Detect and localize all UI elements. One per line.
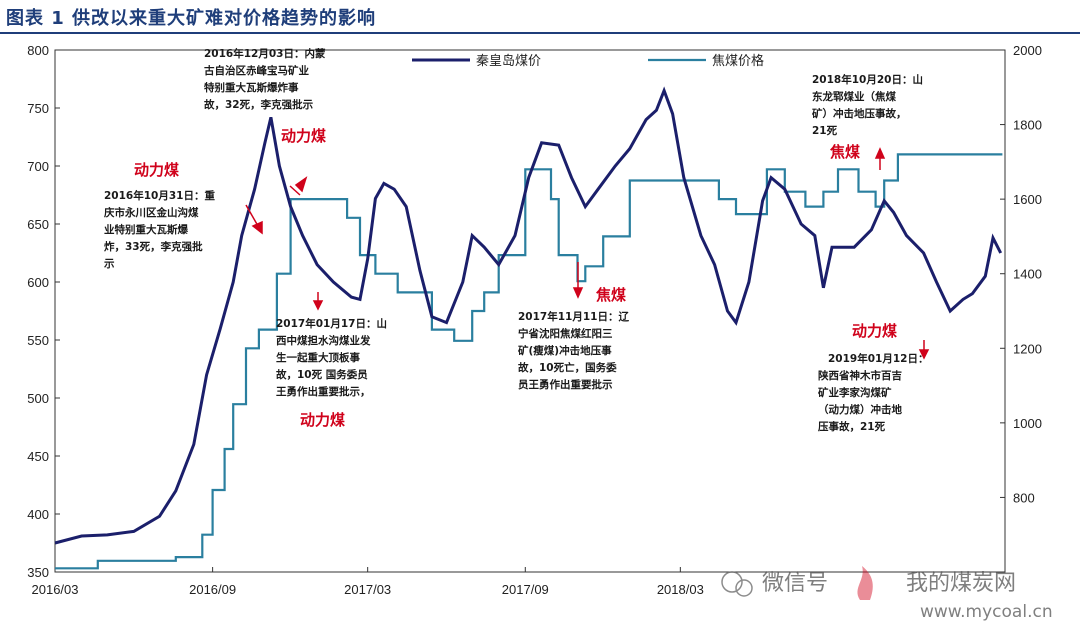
annotation-line: 2019年01月12日： <box>828 352 928 365</box>
x-axis-tick-label: 2017/03 <box>344 582 391 597</box>
coal-type-label: 动力煤 <box>852 322 897 340</box>
annotation-line: 21死 <box>812 125 838 137</box>
left-axis-tick-label: 800 <box>27 43 49 58</box>
arrow-head <box>572 287 584 299</box>
annotation-line: 故，32死，李克强批示 <box>204 98 314 111</box>
annotation-2017-11-11: 2017年11月11日：辽 宁省沈阳焦煤红阳三 矿(瘦煤)冲击地压事 故，10死… <box>518 310 629 391</box>
wechat-icon-small <box>735 579 753 597</box>
annotation-line: 古自治区赤峰宝马矿业 <box>204 64 309 77</box>
annotation-2019-01-12: 2019年01月12日： 陕西省神木市百吉 矿业李家沟煤矿 （动力煤）冲击地 压… <box>818 352 928 433</box>
coal-type-label: 动力煤 <box>281 127 326 145</box>
legend-label-qinhuangdao: 秦皇岛煤价 <box>476 53 541 69</box>
series-line-coking-coal <box>55 153 1003 570</box>
annotation-arrows <box>245 147 930 360</box>
annotation-line: 2016年10月31日：重 <box>104 189 215 202</box>
arrow-head <box>874 147 886 159</box>
annotation-line: 压事故，21死 <box>818 420 886 433</box>
right-axis: 800 1000 1200 1400 1600 1800 2000 <box>1000 43 1042 505</box>
annotation-line: 示 <box>104 258 115 270</box>
plot-frame <box>54 49 1006 573</box>
annotation-line: 庆市永川区金山沟煤 <box>103 206 199 219</box>
left-axis: 350 400 450 500 550 600 650 700 750 800 <box>27 43 60 580</box>
annotation-line: 王勇作出重要批示， <box>276 385 371 398</box>
flame-logo-icon <box>857 566 873 600</box>
annotation-line: 2017年11月11日：辽 <box>518 310 629 323</box>
figure-header: 图表 1 供改以来重大矿难对价格趋势的影响 <box>0 0 1080 34</box>
left-axis-tick-label: 650 <box>27 217 49 232</box>
left-axis-tick-label: 600 <box>27 275 49 290</box>
annotation-line: 生一起重大顶板事 <box>276 351 360 364</box>
annotation-line: 矿业李家沟煤矿 <box>818 386 892 399</box>
annotation-line: 西中煤担水沟煤业发 <box>276 334 371 347</box>
left-axis-tick-label: 550 <box>27 333 49 348</box>
right-axis-tick-label: 1200 <box>1013 341 1042 356</box>
watermark-wechat-text: 微信号 <box>762 571 828 596</box>
right-axis-tick-label: 800 <box>1013 490 1035 505</box>
coal-type-label: 焦煤 <box>595 286 626 304</box>
annotation-2018-10-20: 2018年10月20日：山 东龙郓煤业（焦煤 矿）冲击地压事故， 21死 <box>812 73 923 137</box>
annotation-line: 员王勇作出重要批示 <box>518 378 613 391</box>
right-axis-tick-label: 1400 <box>1013 267 1042 282</box>
left-axis-tick-label: 350 <box>27 565 49 580</box>
left-axis-tick-label: 500 <box>27 391 49 406</box>
annotation-line: 故，10死亡，国务委 <box>518 361 617 374</box>
right-axis-tick-label: 2000 <box>1013 43 1042 58</box>
arrow-head <box>312 300 324 311</box>
coal-type-label: 动力煤 <box>134 161 179 179</box>
annotation-line: 故，10死 国务委员 <box>276 368 368 381</box>
left-axis-tick-label: 400 <box>27 507 49 522</box>
annotation-line: 炸，33死，李克强批 <box>104 240 203 253</box>
arrow-head <box>294 176 308 193</box>
x-axis-tick-label: 2017/09 <box>502 582 549 597</box>
annotation-line: 2018年10月20日：山 <box>812 73 923 86</box>
x-axis-tick-label: 2016/03 <box>32 582 79 597</box>
wechat-icon <box>721 571 743 593</box>
series-line-qinhuangdao <box>54 86 1003 545</box>
right-axis-tick-label: 1000 <box>1013 416 1042 431</box>
left-axis-tick-label: 700 <box>27 159 49 174</box>
right-axis-tick-label: 1800 <box>1013 118 1042 133</box>
annotation-2017-01-17: 2017年01月17日：山 西中煤担水沟煤业发 生一起重大顶板事 故，10死 国… <box>276 317 387 398</box>
right-axis-tick-label: 1600 <box>1013 192 1042 207</box>
arrow-head <box>251 220 263 235</box>
annotation-line: 特别重大瓦斯爆炸事 <box>204 81 299 94</box>
left-axis-tick-label: 750 <box>27 101 49 116</box>
arrow-line <box>245 204 259 227</box>
watermark-brand: 我的煤炭网 <box>906 571 1016 596</box>
annotation-line: 东龙郓煤业（焦煤 <box>812 90 896 103</box>
annotation-line: 宁省沈阳焦煤红阳三 <box>518 327 613 340</box>
legend: 秦皇岛煤价 焦煤价格 <box>412 53 764 69</box>
left-axis-tick-label: 450 <box>27 449 49 464</box>
watermark: 微信号 我的煤炭网 www.mycoal.cn <box>721 566 1053 622</box>
annotation-line: （动力煤）冲击地 <box>818 403 902 416</box>
legend-label-coking-coal: 焦煤价格 <box>712 53 764 69</box>
annotation-line: 矿(瘦煤)冲击地压事 <box>518 344 612 357</box>
coal-type-label: 焦煤 <box>829 143 860 161</box>
arrow-line <box>289 185 301 196</box>
annotation-line: 2016年12月03日：内蒙 <box>204 47 326 60</box>
watermark-url: www.mycoal.cn <box>920 602 1053 622</box>
annotation-2016-10-31: 2016年10月31日：重 庆市永川区金山沟煤 业特别重大瓦斯爆 炸，33死，李… <box>103 189 215 270</box>
coal-type-label: 动力煤 <box>300 411 345 429</box>
annotation-line: 矿）冲击地压事故， <box>812 107 907 120</box>
arrow-head <box>918 349 930 360</box>
annotation-line: 陕西省神木市百吉 <box>818 369 902 382</box>
annotation-line: 2017年01月17日：山 <box>276 317 387 330</box>
x-axis-tick-label: 2018/03 <box>657 582 704 597</box>
annotation-line: 业特别重大瓦斯爆 <box>104 223 188 236</box>
x-axis: 2016/03 2016/09 2017/03 2017/09 2018/03 <box>32 567 704 597</box>
figure-title: 图表 1 供改以来重大矿难对价格趋势的影响 <box>6 8 377 29</box>
annotation-2016-12-03: 2016年12月03日：内蒙 古自治区赤峰宝马矿业 特别重大瓦斯爆炸事 故，32… <box>204 47 326 111</box>
x-axis-tick-label: 2016/09 <box>189 582 236 597</box>
